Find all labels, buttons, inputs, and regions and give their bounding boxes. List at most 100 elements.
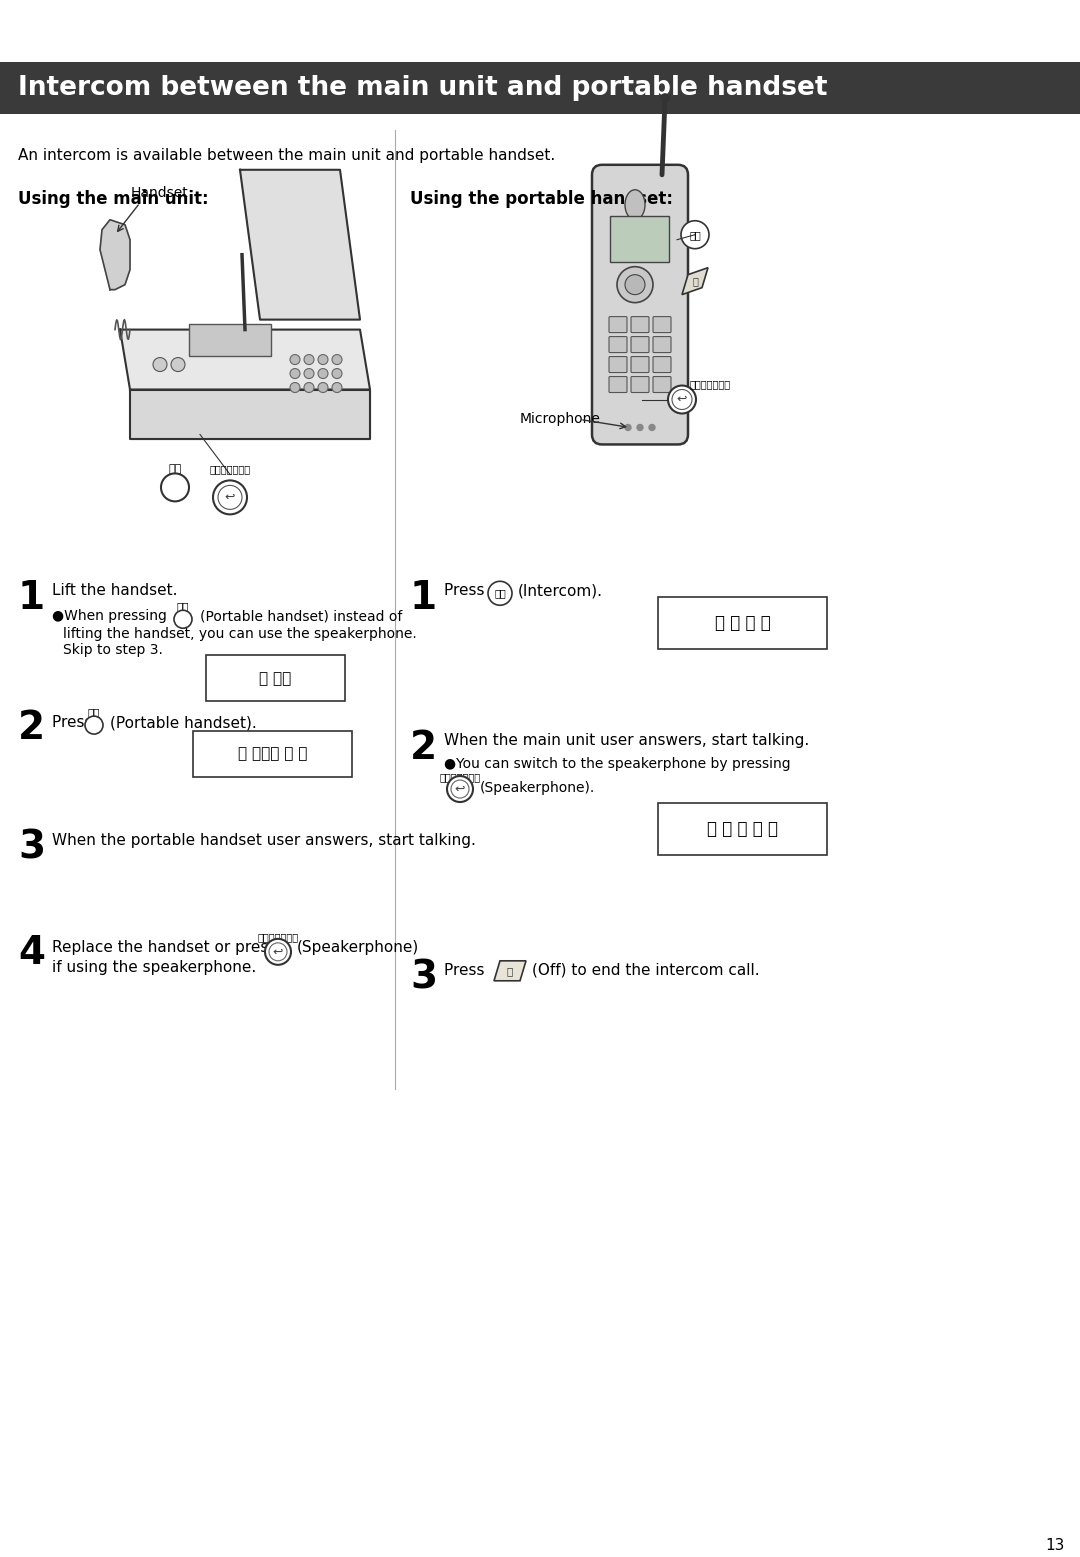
Circle shape: [218, 486, 242, 509]
Circle shape: [291, 355, 300, 364]
Text: 子機: 子機: [87, 707, 100, 718]
Text: 子 機１呼 出 中: 子 機１呼 出 中: [238, 746, 307, 761]
Bar: [0, 62, 1080, 114]
Text: (Speakerphone).: (Speakerphone).: [480, 782, 595, 796]
Text: When the portable handset user answers, start talking.: When the portable handset user answers, …: [52, 833, 476, 849]
Text: 子機: 子機: [177, 601, 189, 612]
Text: 1: 1: [410, 579, 437, 617]
Circle shape: [291, 369, 300, 378]
Circle shape: [451, 780, 469, 799]
Circle shape: [672, 389, 692, 409]
Text: スピーカーホン: スピーカーホン: [440, 772, 481, 782]
Circle shape: [625, 274, 645, 294]
Circle shape: [649, 425, 654, 430]
FancyBboxPatch shape: [653, 336, 671, 352]
Circle shape: [85, 716, 103, 733]
Text: スピーカーホン: スピーカーホン: [689, 380, 730, 389]
Circle shape: [303, 355, 314, 364]
Polygon shape: [681, 268, 708, 294]
FancyBboxPatch shape: [658, 803, 827, 855]
FancyBboxPatch shape: [631, 316, 649, 333]
FancyBboxPatch shape: [653, 316, 671, 333]
Circle shape: [153, 358, 167, 372]
Text: Replace the handset or press: Replace the handset or press: [52, 940, 281, 954]
Ellipse shape: [625, 190, 645, 220]
Circle shape: [318, 383, 328, 392]
Text: Press: Press: [444, 962, 489, 978]
Polygon shape: [240, 170, 360, 319]
Text: An intercom is available between the main unit and portable handset.: An intercom is available between the mai…: [18, 148, 555, 163]
Text: (Portable handset) instead of: (Portable handset) instead of: [200, 609, 403, 623]
FancyBboxPatch shape: [610, 216, 669, 262]
Text: Lift the handset.: Lift the handset.: [52, 584, 177, 598]
Text: 2: 2: [18, 708, 45, 747]
Text: 内線: 内線: [495, 589, 505, 598]
Text: Using the portable handset:: Using the portable handset:: [410, 190, 673, 207]
Circle shape: [488, 581, 512, 606]
Text: 子機: 子機: [168, 464, 181, 475]
Circle shape: [447, 775, 473, 802]
Text: 4: 4: [18, 934, 45, 972]
FancyBboxPatch shape: [658, 598, 827, 649]
Text: lifting the handset, you can use the speakerphone.: lifting the handset, you can use the spe…: [63, 627, 417, 641]
Circle shape: [332, 383, 342, 392]
Text: ↩: ↩: [455, 783, 465, 796]
Circle shape: [318, 355, 328, 364]
Text: Skip to step 3.: Skip to step 3.: [63, 643, 163, 657]
Circle shape: [161, 473, 189, 501]
Polygon shape: [494, 961, 526, 981]
FancyBboxPatch shape: [189, 324, 271, 355]
Circle shape: [617, 266, 653, 302]
Text: ●You can switch to the speakerphone by pressing: ●You can switch to the speakerphone by p…: [444, 757, 791, 771]
Circle shape: [171, 358, 185, 372]
Polygon shape: [130, 389, 370, 439]
FancyBboxPatch shape: [631, 357, 649, 372]
Circle shape: [303, 383, 314, 392]
Circle shape: [625, 425, 631, 430]
FancyBboxPatch shape: [631, 377, 649, 392]
FancyBboxPatch shape: [193, 732, 352, 777]
Text: 切: 切: [507, 965, 513, 976]
Circle shape: [269, 944, 287, 961]
Polygon shape: [120, 330, 370, 389]
Text: 内 線 呼 出: 内 線 呼 出: [715, 613, 770, 632]
Text: ●When pressing: ●When pressing: [52, 609, 172, 623]
FancyBboxPatch shape: [653, 357, 671, 372]
Text: if using the speakerphone.: if using the speakerphone.: [52, 959, 256, 975]
Text: ↩: ↩: [273, 945, 283, 958]
Circle shape: [332, 369, 342, 378]
Text: (Off) to end the intercom call.: (Off) to end the intercom call.: [532, 962, 759, 978]
Circle shape: [265, 939, 291, 965]
Text: ↩: ↩: [677, 392, 687, 406]
Circle shape: [291, 383, 300, 392]
Text: (Intercom).: (Intercom).: [518, 584, 603, 598]
Text: スピーカーホン: スピーカーホン: [257, 931, 298, 942]
Text: 13: 13: [1045, 1538, 1065, 1554]
FancyBboxPatch shape: [631, 336, 649, 352]
Text: 3: 3: [410, 959, 437, 996]
FancyBboxPatch shape: [609, 377, 627, 392]
Text: Press: Press: [444, 584, 489, 598]
FancyBboxPatch shape: [609, 336, 627, 352]
Polygon shape: [100, 220, 130, 290]
Text: 内線: 内線: [689, 230, 701, 240]
Text: 内 線 通 話 中: 内 線 通 話 中: [707, 821, 778, 838]
Text: Microphone: Microphone: [519, 413, 600, 427]
Circle shape: [681, 221, 708, 249]
Text: ↩: ↩: [225, 490, 235, 504]
Text: (Speakerphone): (Speakerphone): [297, 940, 419, 954]
FancyBboxPatch shape: [609, 357, 627, 372]
Text: Press: Press: [52, 715, 97, 730]
Circle shape: [174, 610, 192, 627]
Circle shape: [669, 386, 696, 414]
FancyBboxPatch shape: [609, 316, 627, 333]
Text: 3: 3: [18, 828, 45, 867]
Text: Handset: Handset: [131, 185, 189, 199]
Text: When the main unit user answers, start talking.: When the main unit user answers, start t…: [444, 733, 809, 747]
FancyBboxPatch shape: [592, 165, 688, 444]
Circle shape: [303, 369, 314, 378]
Circle shape: [661, 93, 669, 101]
Text: 2: 2: [410, 729, 437, 768]
Text: 1: 1: [18, 579, 45, 617]
FancyBboxPatch shape: [206, 655, 345, 701]
